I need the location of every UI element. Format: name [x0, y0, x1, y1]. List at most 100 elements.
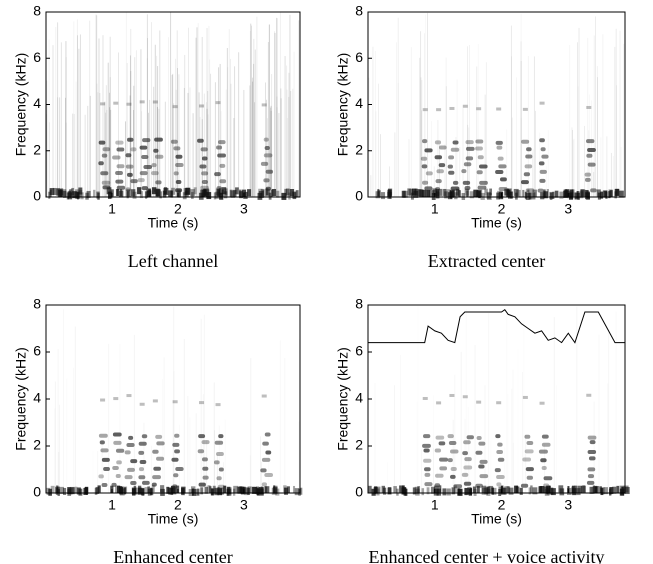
streak: [491, 440, 492, 493]
streak: [484, 94, 486, 197]
streak: [591, 165, 593, 197]
blob: [113, 101, 119, 105]
floor: [284, 487, 289, 495]
floor: [239, 189, 242, 197]
streak: [288, 96, 290, 197]
blob: [128, 435, 134, 440]
blob: [439, 457, 449, 462]
floor: [528, 487, 532, 495]
blob: [152, 475, 161, 480]
floor: [469, 191, 475, 199]
blob: [201, 440, 210, 445]
blob: [138, 450, 145, 455]
floor: [554, 190, 559, 198]
blob: [175, 154, 183, 159]
blob: [448, 155, 455, 160]
streak: [187, 92, 189, 197]
streak: [149, 99, 151, 197]
floor: [586, 191, 590, 199]
floor: [532, 487, 538, 495]
y-tick-label: 2: [355, 141, 363, 157]
blob: [452, 140, 459, 145]
floor: [284, 188, 287, 196]
streak: [59, 97, 61, 197]
streak: [518, 349, 519, 493]
floor: [145, 191, 148, 199]
blob: [213, 460, 220, 465]
floor: [163, 187, 168, 195]
y-tick-label: 8: [33, 296, 41, 312]
streak: [163, 357, 165, 493]
floor: [464, 488, 468, 496]
blob: [434, 155, 443, 160]
streak: [214, 82, 216, 197]
streak: [154, 44, 156, 197]
streak: [572, 129, 573, 197]
floor: [574, 485, 577, 493]
blob: [102, 185, 111, 190]
blob: [521, 180, 529, 185]
floor: [446, 189, 451, 197]
blob: [450, 186, 460, 191]
blob: [422, 139, 428, 144]
streak: [151, 22, 152, 198]
floor: [49, 189, 52, 197]
floor: [281, 192, 287, 200]
floor: [59, 190, 63, 198]
floor: [532, 189, 537, 197]
floor: [525, 192, 530, 200]
streak: [280, 340, 281, 493]
streak: [421, 449, 422, 493]
floor: [393, 486, 397, 494]
floor: [513, 188, 519, 196]
floor: [516, 486, 520, 494]
streak: [173, 306, 175, 493]
blob: [116, 164, 125, 169]
blob: [524, 449, 534, 454]
streak: [410, 47, 412, 198]
floor: [570, 191, 574, 199]
y-tick-label: 4: [355, 95, 363, 111]
blob: [125, 164, 134, 169]
floor: [276, 190, 280, 198]
floor: [592, 485, 595, 493]
blob: [202, 475, 209, 480]
floor: [484, 188, 488, 196]
floor: [252, 486, 257, 494]
blob: [263, 153, 273, 158]
floor: [614, 188, 620, 196]
floor: [476, 486, 480, 494]
blob: [584, 177, 591, 182]
blob: [522, 395, 528, 399]
floor: [137, 487, 142, 495]
floor: [204, 486, 209, 494]
blob: [139, 100, 145, 104]
streak: [140, 49, 142, 198]
floor: [226, 488, 230, 496]
floor: [215, 488, 220, 496]
floor: [213, 192, 217, 200]
blob: [450, 147, 460, 152]
floor: [190, 189, 195, 197]
blob: [424, 148, 433, 153]
floor: [185, 187, 190, 195]
blob: [436, 108, 442, 112]
floor: [410, 192, 414, 200]
blob: [462, 395, 468, 399]
streak: [532, 149, 534, 197]
blob: [219, 163, 226, 168]
streak: [460, 351, 462, 493]
blob: [541, 154, 549, 159]
streak: [140, 111, 142, 197]
floor: [489, 188, 493, 196]
streak: [156, 55, 158, 197]
streak: [196, 27, 198, 197]
floor: [608, 191, 611, 199]
streak: [254, 49, 256, 197]
floor: [116, 485, 121, 493]
x-tick-label: 1: [431, 201, 439, 217]
blob: [116, 185, 126, 190]
floor: [193, 187, 197, 195]
floor: [601, 487, 605, 495]
blob: [587, 162, 596, 167]
